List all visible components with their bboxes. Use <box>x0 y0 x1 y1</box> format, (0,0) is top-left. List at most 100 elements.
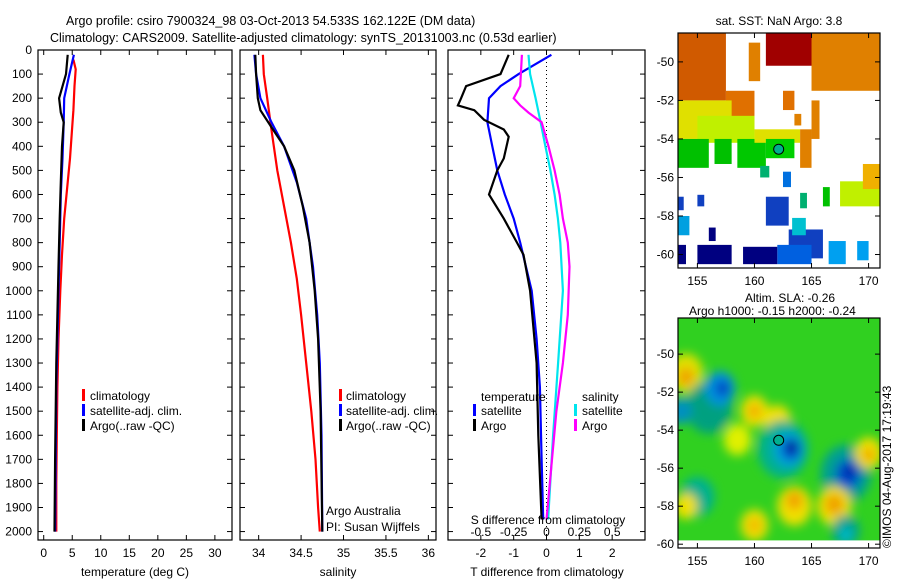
s-tick-label: -0.5 <box>470 525 491 539</box>
x-tick-label: 36 <box>422 546 436 560</box>
x-tick-label: 10 <box>94 546 108 560</box>
legend-s-satellite: satellite <box>582 404 623 418</box>
sst-map-title: sat. SST: NaN Argo: 3.8 <box>716 14 843 28</box>
lat-tick-label: -54 <box>657 132 675 146</box>
lon-tick-label: 165 <box>802 274 822 288</box>
salinity-panel: 34 34.5 35 35.5 36 <box>239 49 437 560</box>
legend-t-argo: Argo <box>481 419 507 433</box>
lon-tick-label: 155 <box>687 274 707 288</box>
lat-tick-label: -50 <box>657 347 675 361</box>
sst-patch <box>678 196 684 211</box>
y-tick-label: 1900 <box>5 500 32 514</box>
x-tick-label: 35.5 <box>374 546 398 560</box>
sla-anomaly <box>748 404 761 418</box>
plot-frame <box>37 49 233 541</box>
series-s-satellite <box>527 54 565 520</box>
sla-anomaly <box>748 518 761 532</box>
sst-patch <box>777 244 812 265</box>
x-tick-label: 1 <box>576 546 583 560</box>
sst-patch <box>782 171 791 188</box>
argo-australia-label: Argo Australia <box>326 504 401 518</box>
y-tick-label: 300 <box>12 115 32 129</box>
salinity-xlabel: salinity <box>320 565 357 579</box>
s-tick-label: 0.25 <box>568 525 592 539</box>
y-tick-label: 1300 <box>5 356 32 370</box>
series-argo-raw-qc- <box>254 54 324 532</box>
x-tick-label: 5 <box>69 546 76 560</box>
sst-patch <box>822 187 830 207</box>
sla-anomaly <box>786 491 803 510</box>
sla-anomaly <box>862 448 875 462</box>
sst-map-panel: 155 160 165 170 -50 -52 -54 -56 -58 -60 <box>657 32 881 288</box>
sst-patch <box>794 113 802 126</box>
x-tick-label: -1 <box>508 546 519 560</box>
argo-position-marker <box>773 143 785 155</box>
lat-tick-label: -56 <box>657 170 675 184</box>
s-tick-label: 0.5 <box>604 525 621 539</box>
legend-t-satellite: satellite <box>481 404 522 418</box>
sst-patch <box>862 163 880 190</box>
x-tick-label: 20 <box>151 546 165 560</box>
lat-tick-label: -54 <box>657 423 675 437</box>
x-tick-label: 30 <box>208 546 222 560</box>
title-line-2: Climatology: CARS2009. Satellite-adjuste… <box>50 31 557 45</box>
lon-tick-label: 160 <box>744 274 764 288</box>
legend-satellite: satellite-adj. clim. <box>90 404 182 418</box>
lat-tick-label: -60 <box>657 537 675 551</box>
sla-blobs <box>678 353 880 547</box>
lat-tick-label: -56 <box>657 461 675 475</box>
sla-anomaly <box>715 380 730 397</box>
y-tick-label: 1600 <box>5 428 32 442</box>
y-tick-label: 500 <box>12 163 32 177</box>
series-t-satellite <box>486 53 552 520</box>
sla-anomaly <box>840 528 852 542</box>
x-tick-label: 2 <box>609 546 616 560</box>
s-diff-xlabel: S difference from climatology <box>471 513 626 527</box>
salinity-legend: climatology satellite-adj. clim. Argo(..… <box>339 389 438 433</box>
legend-temperature-title: temperature <box>481 390 546 404</box>
map-frame <box>677 317 881 549</box>
sla-anomaly <box>843 465 855 479</box>
y-tick-label: 800 <box>12 236 32 250</box>
lon-tick-label: 155 <box>687 554 707 568</box>
map-body <box>678 33 880 265</box>
legend-s-argo: Argo <box>582 419 608 433</box>
x-tick-label: 34 <box>252 546 266 560</box>
lon-tick-label: 170 <box>859 554 879 568</box>
sst-patch <box>800 192 807 209</box>
y-tick-label: 2000 <box>5 525 32 539</box>
sst-patch <box>792 217 806 236</box>
sla-map-title-2: Argo h1000: -0.15 h2000: -0.24 <box>689 304 856 318</box>
y-tick-label: 100 <box>12 67 32 81</box>
sst-patch <box>678 215 690 236</box>
y-tick-label: 700 <box>12 212 32 226</box>
sla-anomaly <box>678 493 698 520</box>
map-body <box>678 318 880 548</box>
lon-tick-label: 165 <box>802 554 822 568</box>
sst-patch <box>760 165 770 178</box>
t-diff-xlabel: T difference from climatology <box>470 565 624 579</box>
y-tick-label: 0 <box>25 43 32 57</box>
legend-climatology: climatology <box>90 389 150 403</box>
x-tick-label: 34.5 <box>289 546 313 560</box>
sst-patch <box>811 33 880 91</box>
lat-tick-label: -58 <box>657 499 675 513</box>
argo-position-marker <box>773 434 785 446</box>
temperature-legend: climatology satellite-adj. clim. Argo(..… <box>82 389 182 433</box>
legend-climatology: climatology <box>346 389 406 403</box>
lat-tick-label: -60 <box>657 248 675 262</box>
sst-patch <box>800 129 812 168</box>
x-tick-label: 0 <box>40 546 47 560</box>
no-data-band <box>678 540 880 548</box>
lat-tick-label: -52 <box>657 385 675 399</box>
temperature-panel: 0 5 10 15 20 25 300100200300400500600700800900… <box>5 43 233 560</box>
sst-patch <box>748 42 761 82</box>
map-frame <box>677 32 881 269</box>
lat-tick-label: -50 <box>657 55 675 69</box>
sst-patch <box>765 196 789 226</box>
sst-patch <box>857 241 869 261</box>
y-tick-label: 900 <box>12 260 32 274</box>
lon-tick-label: 160 <box>744 554 764 568</box>
sst-patch <box>828 241 846 265</box>
